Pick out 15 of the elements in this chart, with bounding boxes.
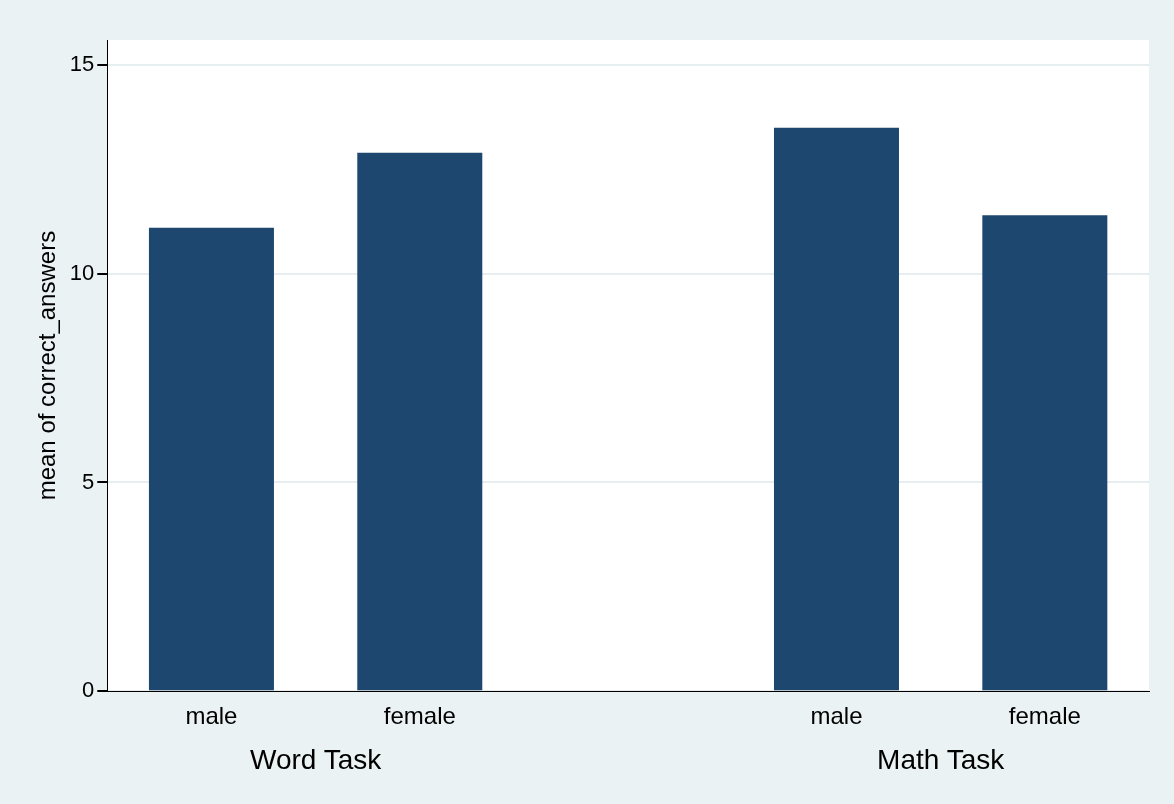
y-axis-title: mean of correct_answers bbox=[33, 230, 61, 501]
y-tick-label: 15 bbox=[69, 51, 95, 77]
y-tick-label: 0 bbox=[82, 677, 95, 703]
x-tick-label: female bbox=[383, 702, 456, 730]
x-tick-label: female bbox=[1008, 702, 1081, 730]
text: Word Task bbox=[249, 743, 383, 775]
x-tick-label: male bbox=[185, 702, 238, 730]
y-tick-label: 10 bbox=[69, 259, 95, 285]
y-tick-label: 5 bbox=[82, 468, 95, 494]
bar bbox=[773, 127, 899, 691]
bar bbox=[357, 152, 483, 691]
bar bbox=[148, 227, 274, 691]
x-tick-label: male bbox=[810, 702, 863, 730]
bar bbox=[982, 215, 1108, 691]
text: Math Task bbox=[877, 743, 1006, 775]
